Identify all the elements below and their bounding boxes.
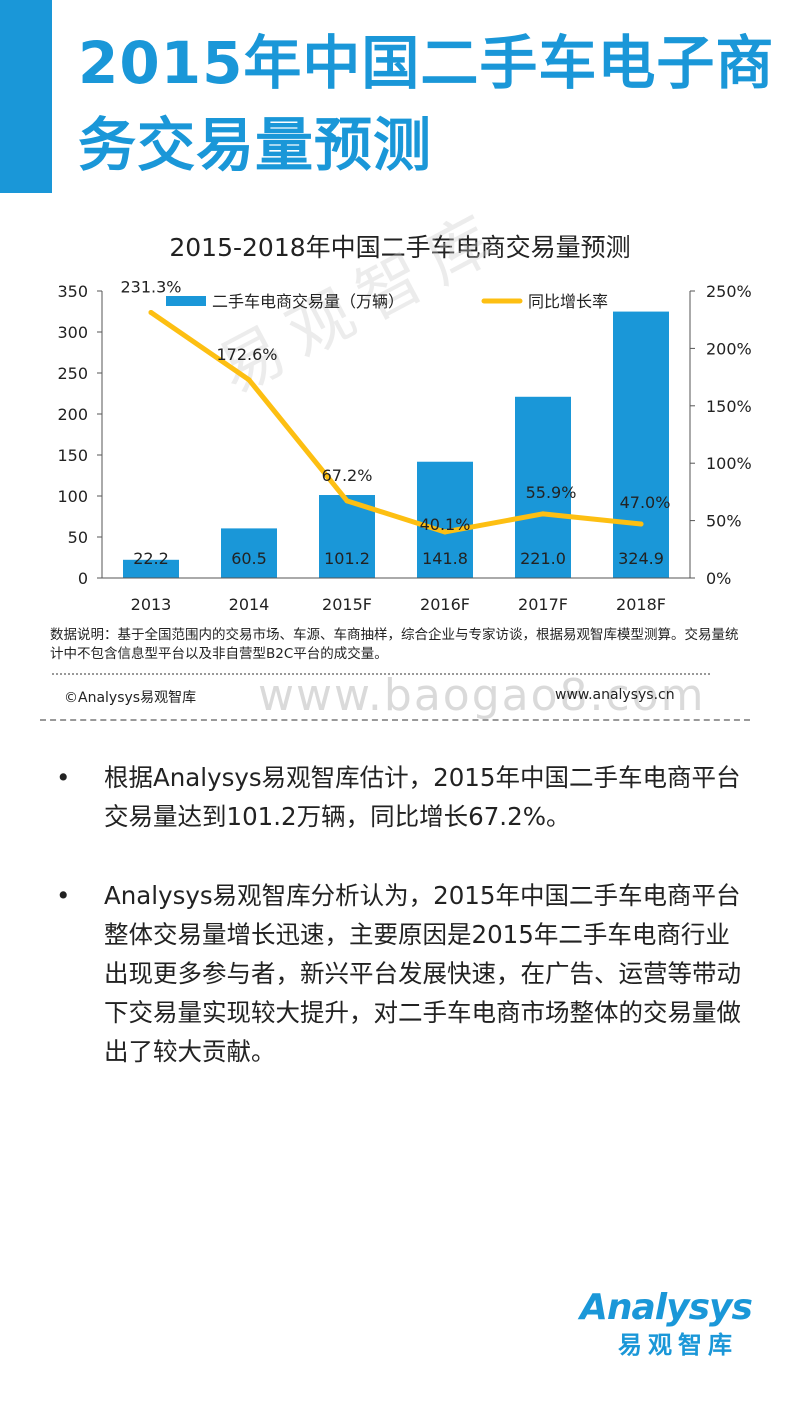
title-accent-bar (0, 0, 52, 193)
data-note: 数据说明：基于全国范围内的交易市场、车源、车商抽样，综合企业与专家访谈，根据易观… (50, 627, 739, 662)
x-tick-label: 2015F (322, 595, 372, 614)
right-tick-label: 100% (706, 454, 752, 473)
dashed-divider (40, 719, 750, 721)
bar-value-label: 22.2 (133, 549, 169, 568)
bar-value-label: 324.9 (618, 549, 664, 568)
left-tick-label: 350 (57, 282, 88, 301)
left-tick-label: 50 (68, 528, 88, 547)
bar (515, 396, 571, 578)
bullet-item: • 根据Analysys易观智库估计，2015年中国二手车电商平台交易量达到10… (52, 758, 752, 836)
line-point (442, 529, 448, 535)
bar (221, 528, 277, 578)
website-link[interactable]: www.analysys.cn (555, 687, 675, 703)
bullet-dot: • (56, 881, 71, 910)
line-point (246, 377, 252, 383)
left-tick-label: 300 (57, 323, 88, 342)
x-tick-label: 2018F (616, 595, 666, 614)
line-point (540, 511, 546, 517)
left-axis: 0 50 100 150 200 250 300 350 (57, 282, 102, 588)
right-tick-label: 50% (706, 512, 742, 531)
line-point (148, 309, 154, 315)
line-value-label: 231.3% (120, 277, 181, 296)
x-tick-label: 2017F (518, 595, 568, 614)
x-tick-label: 2014 (229, 595, 270, 614)
line-value-label: 47.0% (620, 493, 671, 512)
combo-chart: 0 50 100 150 200 250 300 350 0% 50% 100% 150% 200% 2… (57, 277, 752, 614)
legend: 二手车电商交易量（万辆） 同比增长率 (166, 292, 608, 311)
bar (123, 559, 179, 578)
line-point (344, 498, 350, 504)
logo-chinese: 易观智库 (618, 1331, 738, 1359)
x-tick-label: 2013 (131, 595, 172, 614)
bar-value-label: 221.0 (520, 549, 566, 568)
axes (101, 291, 691, 579)
bar (417, 461, 473, 578)
bullet-dot: • (56, 763, 71, 792)
bullet-list: • 根据Analysys易观智库估计，2015年中国二手车电商平台交易量达到10… (52, 758, 752, 1111)
left-tick-label: 100 (57, 487, 88, 506)
watermark-url: www.baogao8.com (258, 670, 706, 721)
right-tick-label: 200% (706, 339, 752, 358)
bar-value-label: 60.5 (231, 549, 267, 568)
left-tick-label: 200 (57, 405, 88, 424)
copyright: ©Analysys易观智库 (64, 690, 197, 706)
bar (613, 311, 669, 578)
x-tick-label: 2016F (420, 595, 470, 614)
right-axis: 0% 50% 100% 150% 200% 250% (690, 282, 752, 588)
legend-bar-swatch (166, 296, 206, 306)
page-title: 2015年中国二手车电子商务交易量预测 (78, 29, 775, 179)
line-value-label: 40.1% (420, 515, 471, 534)
line-value-label: 67.2% (322, 466, 373, 485)
logo-english: Analysys (580, 1287, 753, 1328)
left-tick-label: 0 (78, 569, 88, 588)
growth-line (148, 309, 644, 535)
bullet-text: Analysys易观智库分析认为，2015年中国二手车电商平台整体交易量增长迅速… (104, 881, 741, 1066)
right-tick-label: 0% (706, 569, 731, 588)
bar-series (123, 311, 669, 578)
left-tick-label: 250 (57, 364, 88, 383)
bullet-item: • Analysys易观智库分析认为，2015年中国二手车电商平台整体交易量增长… (52, 876, 752, 1071)
left-tick-label: 150 (57, 446, 88, 465)
line-point (638, 521, 644, 527)
legend-bar-label: 二手车电商交易量（万辆） (212, 292, 404, 311)
x-axis-labels: 2013 2014 2015F 2016F 2017F 2018F (131, 595, 666, 614)
dotted-divider (52, 673, 710, 675)
right-tick-label: 250% (706, 282, 752, 301)
right-tick-label: 150% (706, 397, 752, 416)
bullet-text: 根据Analysys易观智库估计，2015年中国二手车电商平台交易量达到101.… (104, 763, 741, 831)
bar-value-label: 101.2 (324, 549, 370, 568)
chart-title: 2015-2018年中国二手车电商交易量预测 (169, 233, 631, 262)
line-value-label: 55.9% (526, 483, 577, 502)
line-value-labels: 231.3% 172.6% 67.2% 40.1% 55.9% 47.0% (120, 277, 670, 533)
analysys-logo: Analysys 易观智库 (580, 1288, 780, 1368)
bar-value-label: 141.8 (422, 549, 468, 568)
legend-line-label: 同比增长率 (528, 292, 608, 311)
line-value-label: 172.6% (216, 345, 277, 364)
bar-value-labels: 22.2 60.5 101.2 141.8 221.0 324.9 (133, 549, 664, 568)
line-series (148, 309, 644, 535)
